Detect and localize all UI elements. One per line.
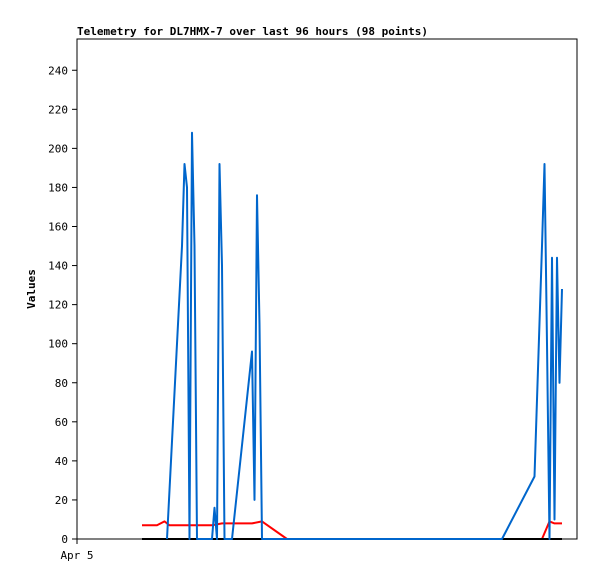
y-tick-label: 160	[48, 221, 68, 234]
y-axis: 0 20 40 60 80 100 120 140 160 180 200 220 240	[48, 64, 77, 546]
y-tick-label: 180	[48, 181, 68, 194]
series-layer	[142, 131, 563, 540]
y-tick-label: 100	[48, 338, 68, 351]
y-tick-label: 220	[48, 103, 68, 116]
y-tick-label: 0	[61, 533, 68, 546]
chart-title: Telemetry for DL7HMX-7 over last 96 hour…	[77, 25, 428, 38]
y-tick-label: 140	[48, 260, 68, 273]
y-tick-label: 60	[55, 416, 68, 429]
series-line-2	[166, 131, 563, 540]
y-tick-label: 20	[55, 494, 68, 507]
y-axis-label: Values	[25, 269, 38, 309]
y-tick-label: 120	[48, 299, 68, 312]
y-tick-label: 200	[48, 142, 68, 155]
x-axis: Apr 5	[60, 539, 94, 562]
y-tick-label: 80	[55, 377, 68, 390]
x-tick-label: Apr 5	[60, 549, 93, 562]
y-tick-label: 240	[48, 64, 68, 77]
series-line-0	[142, 520, 562, 540]
y-tick-label: 40	[55, 455, 68, 468]
